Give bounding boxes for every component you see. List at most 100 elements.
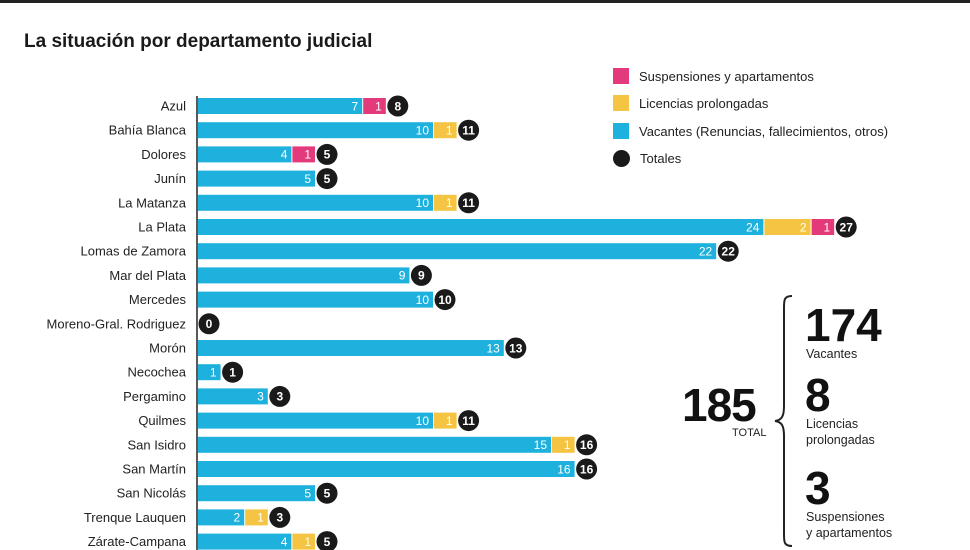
- bar-suspensiones-azul: [363, 98, 386, 114]
- total-label-san-martin: 16: [580, 462, 594, 476]
- data-label-suspensiones-la-plata: 1: [824, 220, 831, 234]
- data-label-licencias-san-isidro: 1: [564, 438, 571, 452]
- category-label-san-nicolas: San Nicolás: [117, 486, 187, 501]
- total-dot-moron: [505, 337, 527, 359]
- bar-licencias-trenque-lauquen: [245, 509, 268, 526]
- data-label-vacantes-azul: 7: [352, 99, 359, 113]
- total-dot-san-isidro: [576, 434, 598, 456]
- total-dot-san-nicolas: [316, 482, 338, 504]
- total-dot-azul: [387, 95, 409, 117]
- data-label-vacantes-dolores: 4: [281, 148, 288, 162]
- category-label-moron: Morón: [149, 341, 186, 356]
- data-label-vacantes-trenque-lauquen: 2: [234, 511, 241, 525]
- data-label-vacantes-lomas-de-zamora: 22: [699, 245, 713, 259]
- total-label-zarate-campana: 5: [324, 535, 331, 549]
- total-dot-dolores: [316, 143, 338, 165]
- total-label-pergamino: 3: [276, 390, 283, 404]
- summary-licencias-label-1: Licencias: [806, 417, 859, 431]
- category-label-moreno-gral-rodriguez: Moreno-Gral. Rodriguez: [47, 316, 186, 331]
- legend-item-totales: Totales: [613, 148, 681, 168]
- data-label-suspensiones-dolores: 1: [304, 148, 311, 162]
- bar-vacantes-mar-del-plata: [198, 267, 410, 284]
- legend-swatch-suspensiones: [613, 68, 629, 84]
- summary-licencias-label-2: prolongadas: [806, 433, 875, 447]
- data-label-licencias-zarate-campana: 1: [304, 535, 311, 549]
- data-label-vacantes-moron: 13: [486, 341, 500, 355]
- total-dot-necochea: [222, 361, 244, 383]
- data-label-licencias-la-plata: 2: [800, 220, 807, 234]
- total-label-moreno-gral-rodriguez: 0: [206, 317, 213, 331]
- bar-vacantes-mercedes: [198, 291, 433, 308]
- summary-brace: [774, 295, 793, 547]
- bar-suspensiones-dolores: [292, 146, 315, 163]
- category-label-la-plata: La Plata: [138, 220, 186, 235]
- legend-swatch-licencias: [613, 95, 629, 111]
- bar-vacantes-san-martin: [198, 461, 575, 477]
- bar-vacantes-quilmes: [198, 412, 433, 429]
- data-label-vacantes-san-isidro: 15: [534, 438, 548, 452]
- bar-vacantes-san-isidro: [198, 436, 551, 453]
- bar-licencias-bahia-blanca: [434, 122, 457, 139]
- total-label-mar-del-plata: 9: [418, 269, 425, 283]
- total-dot-mercedes: [434, 289, 456, 311]
- data-label-vacantes-san-martin: 16: [557, 462, 571, 476]
- legend-label-totales: Totales: [640, 150, 682, 166]
- category-label-azul: Azul: [161, 99, 186, 114]
- top-rule: [0, 0, 970, 3]
- data-label-vacantes-quilmes: 10: [416, 414, 430, 428]
- bar-vacantes-lomas-de-zamora: [198, 243, 717, 260]
- summary-suspensiones-label-1: Suspensiones: [806, 510, 885, 524]
- total-label-san-nicolas: 5: [324, 487, 331, 501]
- category-label-quilmes: Quilmes: [138, 413, 186, 428]
- legend-label-licencias: Licencias prolongadas: [639, 95, 769, 111]
- summary-total-label: TOTAL: [732, 427, 767, 439]
- total-dot-la-plata: [835, 216, 857, 238]
- data-label-licencias-la-matanza: 1: [446, 196, 453, 210]
- data-label-vacantes-mercedes: 10: [416, 293, 430, 307]
- total-label-azul: 8: [394, 99, 401, 113]
- data-label-vacantes-la-plata: 24: [746, 220, 760, 234]
- bar-vacantes-san-nicolas: [198, 485, 315, 502]
- total-label-mercedes: 10: [438, 293, 452, 307]
- bar-licencias-la-plata: [764, 219, 811, 235]
- data-label-suspensiones-azul: 1: [375, 99, 382, 113]
- bar-vacantes-junin: [198, 170, 315, 187]
- bar-vacantes-dolores: [198, 146, 292, 163]
- total-dot-san-martin: [576, 458, 598, 480]
- data-label-vacantes-zarate-campana: 4: [281, 535, 288, 549]
- total-dot-pergamino: [269, 385, 291, 407]
- bar-vacantes-necochea: [198, 364, 221, 381]
- category-label-zarate-campana: Zárate-Campana: [88, 534, 187, 549]
- category-label-junin: Junín: [154, 171, 186, 186]
- data-label-vacantes-pergamino: 3: [257, 390, 264, 404]
- category-label-necochea: Necochea: [127, 365, 186, 380]
- total-dot-bahia-blanca: [458, 119, 480, 141]
- total-label-moron: 13: [509, 341, 523, 355]
- bar-licencias-quilmes: [434, 412, 457, 429]
- total-dot-moreno-gral-rodriguez: [198, 313, 220, 335]
- chart-title: La situación por departamento judicial: [24, 31, 373, 52]
- bar-vacantes-pergamino: [198, 388, 268, 405]
- total-label-quilmes: 11: [462, 414, 475, 428]
- category-label-san-isidro: San Isidro: [127, 437, 186, 452]
- summary-licencias-value: 8: [805, 369, 831, 421]
- bar-vacantes-bahia-blanca: [198, 122, 433, 139]
- bar-vacantes-azul: [198, 98, 363, 114]
- data-label-vacantes-necochea: 1: [210, 366, 217, 380]
- legend-label-suspensiones: Suspensiones y apartamentos: [639, 68, 814, 84]
- bar-suspensiones-la-plata: [811, 219, 835, 235]
- category-label-san-martin: San Martín: [122, 462, 186, 477]
- total-dot-junin: [316, 168, 338, 190]
- legend-swatch-totales: [613, 149, 630, 167]
- category-label-trenque-lauquen: Trenque Lauquen: [84, 510, 186, 525]
- total-dot-la-matanza: [458, 192, 480, 214]
- bar-licencias-san-isidro: [552, 436, 575, 453]
- bar-licencias-la-matanza: [434, 194, 457, 211]
- total-dot-zarate-campana: [316, 531, 338, 550]
- data-label-licencias-bahia-blanca: 1: [446, 124, 453, 138]
- category-label-dolores: Dolores: [141, 147, 186, 162]
- bar-vacantes-trenque-lauquen: [198, 509, 245, 526]
- data-label-vacantes-junin: 5: [304, 172, 311, 186]
- total-dot-quilmes: [458, 410, 480, 432]
